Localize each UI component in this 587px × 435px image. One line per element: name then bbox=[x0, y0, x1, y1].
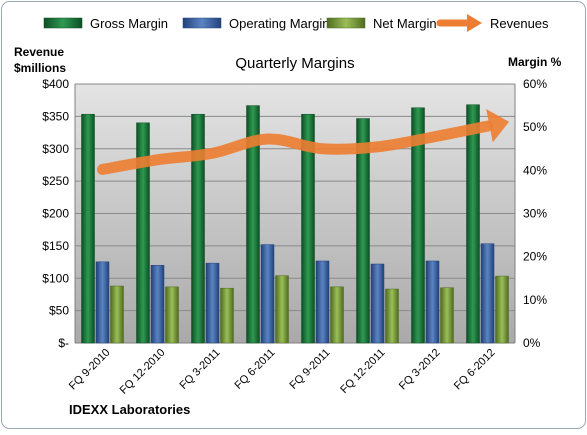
operating-margin-legend-label: Operating Margin bbox=[229, 16, 329, 31]
operating-margin-bar bbox=[480, 243, 495, 344]
net-margin-bar bbox=[440, 287, 454, 344]
y-left-label-line1: Revenue bbox=[14, 45, 64, 59]
y-left-tick-label: $150 bbox=[42, 239, 69, 253]
operating-margin-bar bbox=[425, 260, 440, 344]
revenues-legend-arrow bbox=[467, 14, 482, 32]
y-left-tick-label: $250 bbox=[42, 174, 69, 188]
gross-margin-bar bbox=[136, 122, 150, 344]
net-margin-bar bbox=[110, 285, 124, 344]
net-margin-bar bbox=[220, 287, 234, 344]
operating-margin-bar bbox=[95, 261, 110, 344]
gross-margin-legend-label: Gross Margin bbox=[90, 16, 168, 31]
gross-margin-bar bbox=[301, 113, 315, 344]
gross-margin-bar bbox=[356, 118, 370, 344]
net-margin-bar bbox=[495, 275, 509, 344]
y-left-tick-label: $350 bbox=[42, 109, 69, 123]
y-right-tick-label: 50% bbox=[523, 120, 547, 134]
gross-margin-bar bbox=[466, 104, 480, 344]
footer-company: IDEXX Laboratories bbox=[69, 402, 190, 417]
y-left-label-line2: $millions bbox=[14, 61, 66, 75]
gross-margin-bar bbox=[246, 105, 260, 344]
y-right-tick-label: 20% bbox=[523, 250, 547, 264]
revenues-arrowhead bbox=[486, 109, 510, 143]
y-left-tick-label: $- bbox=[58, 336, 69, 350]
gross-margin-legend-swatch bbox=[43, 17, 83, 29]
operating-margin-bar bbox=[315, 260, 330, 344]
operating-margin-bar bbox=[260, 244, 275, 344]
operating-margin-bar bbox=[150, 265, 165, 344]
y-right-tick-label: 10% bbox=[523, 293, 547, 307]
operating-margin-legend-swatch bbox=[182, 17, 222, 29]
revenues-line bbox=[97, 120, 493, 175]
gross-margin-bar bbox=[81, 113, 95, 344]
gross-margin-bar bbox=[191, 113, 205, 344]
y-left-tick-label: $300 bbox=[42, 142, 69, 156]
y-left-tick-label: $200 bbox=[42, 207, 69, 221]
net-margin-legend-label: Net Margin bbox=[373, 16, 437, 31]
net-margin-legend-swatch bbox=[326, 17, 366, 29]
net-margin-bar bbox=[275, 275, 289, 344]
y-right-tick-label: 40% bbox=[523, 163, 547, 177]
chart-title: Quarterly Margins bbox=[235, 55, 354, 72]
y-left-tick-label: $100 bbox=[42, 271, 69, 285]
y-right-label: Margin % bbox=[508, 55, 562, 69]
net-margin-bar bbox=[330, 286, 344, 344]
y-left-tick-label: $400 bbox=[42, 77, 69, 91]
net-margin-bar bbox=[385, 288, 399, 344]
y-right-tick-label: 30% bbox=[523, 207, 547, 221]
y-right-tick-label: 0% bbox=[523, 336, 541, 350]
operating-margin-bar bbox=[370, 263, 385, 344]
y-right-tick-label: 60% bbox=[523, 77, 547, 91]
gross-margin-bar bbox=[411, 107, 425, 344]
net-margin-bar bbox=[165, 286, 179, 344]
revenues-legend-label: Revenues bbox=[490, 16, 549, 31]
y-left-tick-label: $50 bbox=[49, 304, 69, 318]
operating-margin-bar bbox=[205, 262, 220, 344]
